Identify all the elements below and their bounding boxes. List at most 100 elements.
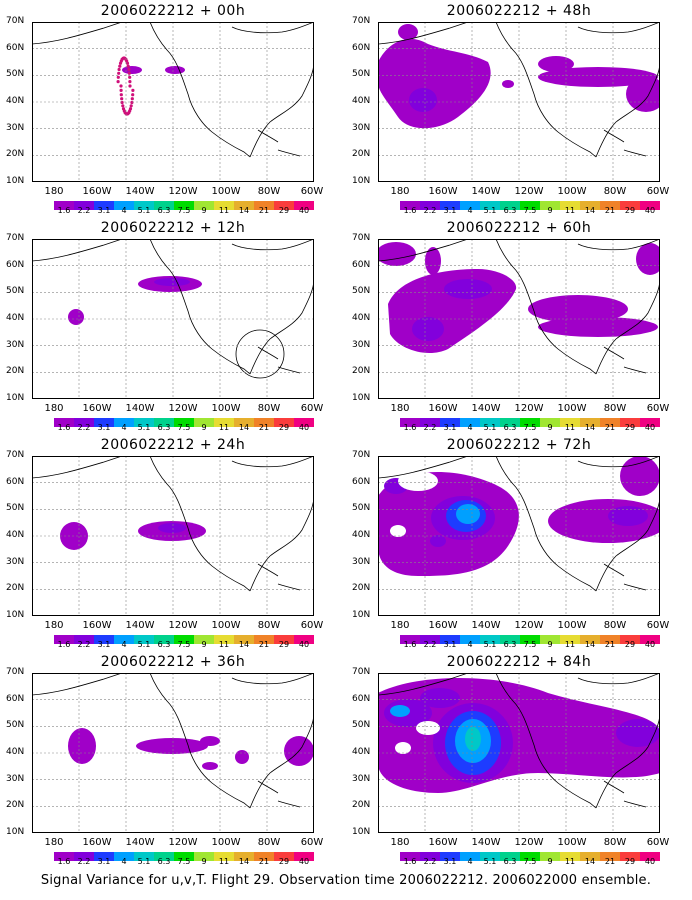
colorbar-label: 21 — [604, 206, 616, 215]
colorbar-label: 29 — [278, 423, 290, 432]
colorbar-swatch — [580, 852, 601, 861]
lat-tick-label: 20N — [352, 366, 371, 377]
colorbar-labels: 1.6 2.2 3.1 4 5.1 6.3 7.5 9 11 14 21 29 40 — [400, 423, 660, 433]
lon-tick-label: 120W — [168, 620, 198, 631]
colorbar-label: 6.3 — [503, 423, 517, 432]
panel-title: 2006022212 + 12h — [100, 220, 246, 236]
colorbar-label: 7.5 — [523, 857, 537, 866]
lat-tick-label: 30N — [6, 339, 25, 350]
panel-title: 2006022212 + 00h — [100, 3, 246, 19]
lat-tick-label: 20N — [6, 583, 25, 594]
colorbar-swatch — [540, 418, 561, 427]
colorbar-swatch — [540, 201, 561, 210]
map-panel: 2006022212 + 60h 70N 60N 50N 40N 30N 20N 10N 18… — [346, 217, 692, 433]
lon-tick-label: 60W — [646, 837, 670, 848]
colorbar-swatch — [600, 201, 621, 210]
map-panel: 2006022212 + 00h 70N 60N 50N 40N 30N 20N 10N 18… — [0, 0, 346, 216]
colorbar-swatch — [174, 852, 195, 861]
colorbar-swatch — [174, 635, 195, 644]
colorbar-label: 9 — [547, 640, 553, 649]
colorbar — [54, 195, 315, 214]
lat-tick-label: 60N — [6, 476, 25, 487]
colorbar-labels: 1.6 2.2 3.1 4 5.1 6.3 7.5 9 11 14 21 29 40 — [54, 206, 314, 216]
colorbar-label: 40 — [644, 206, 656, 215]
colorbar-label: 3.1 — [443, 423, 457, 432]
lon-tick-label: 80W — [603, 403, 627, 414]
map-svg — [378, 673, 660, 833]
colorbar-label: 29 — [278, 857, 290, 866]
colorbar-swatch — [194, 418, 215, 427]
panel-title: 2006022212 + 60h — [446, 220, 592, 236]
colorbar-label: 5.1 — [483, 423, 497, 432]
lon-tick-label: 60W — [646, 620, 670, 631]
lon-tick-label: 160W — [428, 186, 458, 197]
colorbar-label: 9 — [547, 206, 553, 215]
lat-tick-label: 40N — [6, 530, 25, 540]
lon-tick-label: 120W — [168, 837, 198, 848]
lon-tick-label: 140W — [471, 403, 501, 414]
colorbar-swatch — [580, 635, 601, 644]
colorbar-label: 21 — [604, 640, 616, 649]
colorbar-label: 6.3 — [157, 640, 171, 649]
colorbar-swatch — [54, 418, 75, 427]
colorbar-swatch — [420, 201, 441, 210]
colorbar-swatch — [400, 852, 421, 861]
colorbar-label: 4 — [121, 206, 127, 215]
colorbar-label: 7.5 — [523, 206, 537, 215]
colorbar-label: 21 — [258, 423, 270, 432]
colorbar-swatch — [520, 635, 541, 644]
colorbar — [54, 846, 315, 865]
colorbar-label: 5.1 — [483, 857, 497, 866]
colorbar-label: 2.2 — [423, 640, 437, 649]
colorbar-swatch — [254, 635, 275, 644]
lat-tick-label: 50N — [352, 503, 371, 514]
colorbar-label: 21 — [258, 857, 270, 866]
lon-tick-label: 180 — [44, 620, 64, 631]
colorbar-label: 40 — [298, 857, 310, 866]
lat-tick-label: 30N — [6, 773, 25, 784]
lat-tick-label: 10N — [352, 827, 371, 837]
lon-tick-label: 100W — [557, 403, 587, 414]
map-panel: 2006022212 + 72h 70N 60N 50N 40N 30N 20N 10N 18… — [346, 434, 692, 650]
lon-tick-label: 80W — [257, 186, 281, 197]
lat-tick-label: 30N — [6, 122, 25, 133]
lon-tick-label: 120W — [514, 403, 544, 414]
map-plot — [378, 673, 660, 833]
lon-tick-label: 180 — [390, 837, 410, 848]
colorbar-swatch — [480, 418, 501, 427]
lat-tick-label: 60N — [352, 42, 371, 53]
lon-tick-label: 180 — [44, 186, 64, 197]
colorbar-swatch — [54, 852, 75, 861]
lon-tick-label: 100W — [211, 403, 241, 414]
lat-tick-label: 70N — [6, 16, 25, 26]
map-plot — [378, 239, 660, 399]
colorbar-swatch — [640, 635, 661, 644]
colorbar-label: 2.2 — [77, 857, 91, 866]
lat-tick-label: 50N — [6, 69, 25, 80]
colorbar-swatch — [460, 418, 481, 427]
colorbar-swatch — [420, 852, 441, 861]
colorbar-swatch — [274, 852, 295, 861]
colorbar-swatch — [400, 201, 421, 210]
colorbar-label: 40 — [644, 423, 656, 432]
lon-tick-label: 180 — [390, 186, 410, 197]
colorbar-label: 14 — [584, 206, 596, 215]
colorbar-swatch — [480, 201, 501, 210]
lat-tick-label: 50N — [352, 720, 371, 731]
colorbar-label: 4 — [467, 640, 473, 649]
colorbar-label: 14 — [238, 423, 250, 432]
colorbar-swatch — [174, 418, 195, 427]
colorbar-swatch — [194, 635, 215, 644]
colorbar-label: 11 — [564, 640, 576, 649]
lat-tick-label: 60N — [6, 693, 25, 704]
lat-tick-label: 30N — [352, 773, 371, 784]
colorbar-swatch — [194, 201, 215, 210]
colorbar-label: 40 — [298, 423, 310, 432]
colorbar-label: 1.6 — [57, 423, 71, 432]
colorbar-label: 14 — [584, 857, 596, 866]
colorbar-swatch — [560, 418, 581, 427]
lat-tick-label: 60N — [6, 42, 25, 53]
colorbar — [400, 846, 661, 865]
lat-tick-label: 40N — [6, 747, 25, 757]
lat-tick-label: 50N — [352, 286, 371, 297]
